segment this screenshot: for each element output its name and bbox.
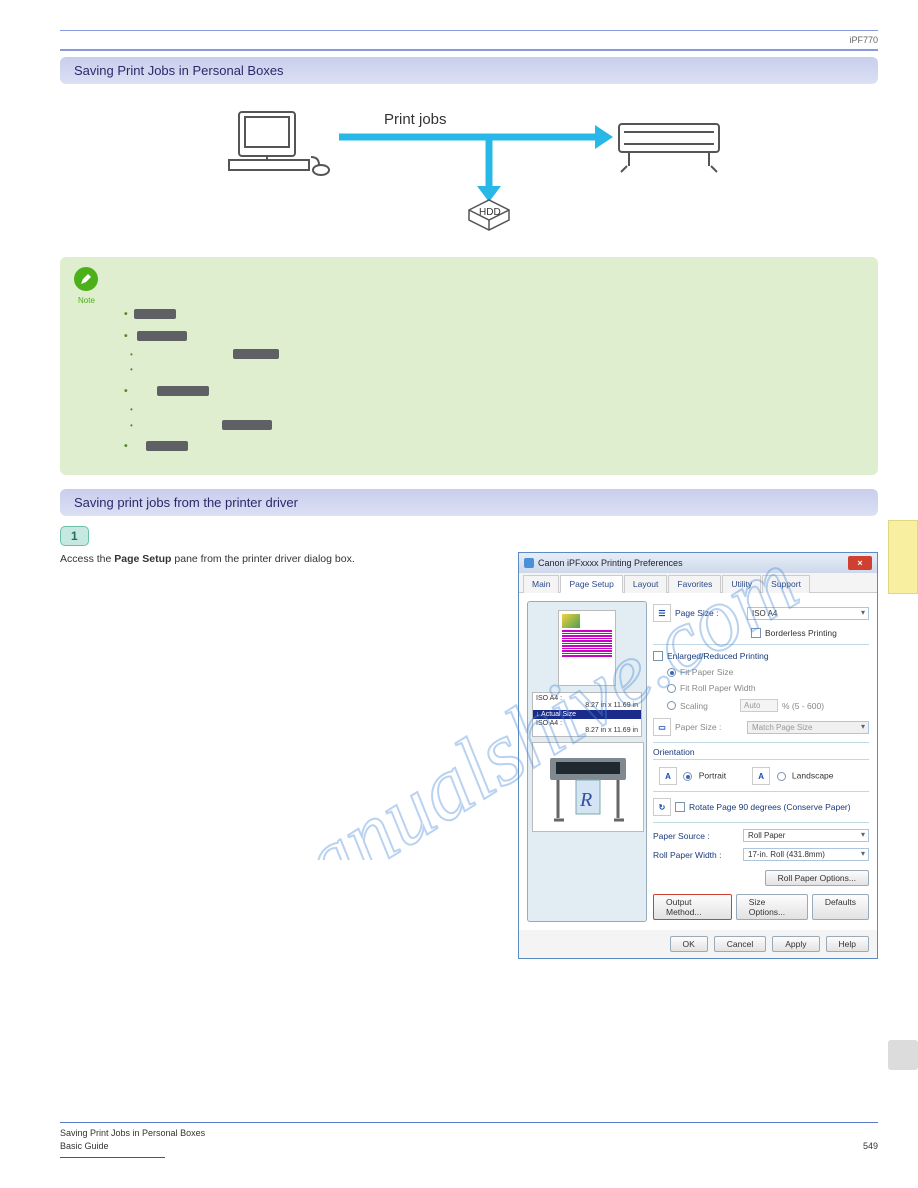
note-box: Note — [60, 257, 878, 475]
arrow-right-icon — [595, 125, 613, 149]
diagram-hdd-label: HDD — [479, 207, 501, 218]
orientation-label: Orientation — [653, 747, 869, 760]
paper-source-label: Paper Source : — [653, 831, 743, 841]
scaling-range: % (5 - 600) — [782, 701, 824, 711]
ok-button[interactable]: OK — [670, 936, 708, 952]
borderless-checkbox[interactable] — [751, 628, 761, 638]
dialog-button-row: OK Cancel Apply Help — [519, 930, 877, 958]
tab-layout[interactable]: Layout — [624, 575, 668, 593]
landscape-icon: A — [752, 767, 770, 785]
step-number-1: 1 — [60, 526, 89, 546]
portrait-radio[interactable] — [683, 772, 692, 781]
page-footer: Saving Print Jobs in Personal Boxes Basi… — [60, 1122, 878, 1158]
portrait-label: Portrait — [699, 771, 726, 781]
print-flow-diagram: Print jobs HDD — [60, 102, 878, 245]
rotate-label: Rotate Page 90 degrees (Conserve Paper) — [689, 802, 851, 812]
svg-text:R: R — [579, 789, 592, 811]
close-icon[interactable]: × — [848, 556, 872, 570]
paper-source-dropdown[interactable]: Roll Paper — [743, 829, 869, 842]
app-icon — [524, 558, 534, 568]
size-options-button[interactable]: Size Options... — [736, 894, 808, 920]
landscape-radio[interactable] — [777, 772, 786, 781]
side-tab-gray — [888, 1040, 918, 1070]
roll-width-dropdown[interactable]: 17-in. Roll (431.8mm) — [743, 848, 869, 861]
redacted-text — [233, 349, 279, 359]
rotate-icon: ↻ — [653, 798, 671, 816]
printing-preferences-dialog: Canon iPFxxxx Printing Preferences × Mai… — [518, 552, 878, 959]
paper-size-label: Paper Size : — [675, 722, 747, 732]
fit-paper-radio[interactable] — [667, 668, 676, 677]
pencil-note-icon — [74, 267, 98, 291]
preview-document — [558, 610, 616, 686]
dialog-title: Canon iPFxxxx Printing Preferences — [538, 558, 683, 568]
settings-pane: ☰ Page Size : ISO A4 Borderless Printing… — [653, 601, 869, 922]
section-title-text: Saving print jobs from the printer drive… — [74, 495, 298, 510]
header-model: iPF770 — [849, 35, 878, 45]
preview-printer-thumb: R — [532, 742, 644, 832]
tab-support[interactable]: Support — [762, 575, 810, 593]
help-button[interactable]: Help — [826, 936, 869, 952]
roll-paper-options-button[interactable]: Roll Paper Options... — [765, 870, 869, 886]
redacted-text — [134, 309, 176, 319]
dialog-titlebar: Canon iPFxxxx Printing Preferences × — [519, 553, 877, 573]
redacted-text — [146, 441, 188, 451]
scaling-radio[interactable] — [667, 701, 676, 710]
fit-paper-label: Fit Paper Size — [680, 667, 733, 677]
paper-size-dropdown[interactable]: Match Page Size — [747, 721, 869, 734]
note-label: Note — [78, 295, 862, 307]
enlarged-checkbox[interactable] — [653, 651, 663, 661]
section-title-driver: Saving print jobs from the printer drive… — [60, 489, 878, 516]
page-size-dropdown[interactable]: ISO A4 — [747, 607, 869, 620]
note-body — [118, 307, 862, 455]
preview-pane: ISO A4 : 8.27 in x 11.69 in ↓ Actual Siz… — [527, 601, 647, 922]
diagram-label-jobs: Print jobs — [384, 111, 447, 128]
landscape-label: Landscape — [792, 771, 834, 781]
preview-size-info: ISO A4 : 8.27 in x 11.69 in ↓ Actual Siz… — [532, 692, 642, 737]
tab-favorites[interactable]: Favorites — [668, 575, 721, 593]
tab-main[interactable]: Main — [523, 575, 559, 593]
scaling-label: Scaling — [680, 701, 740, 711]
tab-utility[interactable]: Utility — [722, 575, 761, 593]
dialog-tabstrip: Main Page Setup Layout Favorites Utility… — [519, 573, 877, 593]
page-size-icon: ☰ — [653, 604, 671, 622]
footer-left: Saving Print Jobs in Personal Boxes — [60, 1128, 205, 1138]
redacted-text — [157, 386, 209, 396]
output-method-button[interactable]: Output Method... — [653, 894, 732, 920]
page-size-label: Page Size : — [675, 608, 747, 618]
defaults-button[interactable]: Defaults — [812, 894, 869, 920]
redacted-text — [222, 420, 272, 430]
cancel-button[interactable]: Cancel — [714, 936, 766, 952]
apply-button[interactable]: Apply — [772, 936, 819, 952]
enlarged-label: Enlarged/Reduced Printing — [667, 651, 769, 661]
scaling-spinner[interactable]: Auto — [740, 699, 778, 712]
tab-page-setup[interactable]: Page Setup — [560, 575, 622, 593]
portrait-icon: A — [659, 767, 677, 785]
step-text: Access the Page Setup pane from the prin… — [60, 552, 504, 959]
roll-width-label: Roll Paper Width : — [653, 850, 743, 860]
paper-size-icon: ▭ — [653, 718, 671, 736]
redacted-text — [137, 331, 187, 341]
footer-page-number: 549 — [863, 1141, 878, 1151]
fit-roll-radio[interactable] — [667, 684, 676, 693]
rotate-checkbox[interactable] — [675, 802, 685, 812]
section-title-text: Saving Print Jobs in Personal Boxes — [74, 63, 284, 78]
fit-roll-label: Fit Roll Paper Width — [680, 683, 756, 693]
side-tab-yellow — [888, 520, 918, 594]
borderless-label: Borderless Printing — [765, 628, 837, 638]
page-header: iPF770 — [60, 30, 878, 51]
section-title-saving-jobs: Saving Print Jobs in Personal Boxes — [60, 57, 878, 84]
footer-guide: Basic Guide — [60, 1141, 109, 1151]
